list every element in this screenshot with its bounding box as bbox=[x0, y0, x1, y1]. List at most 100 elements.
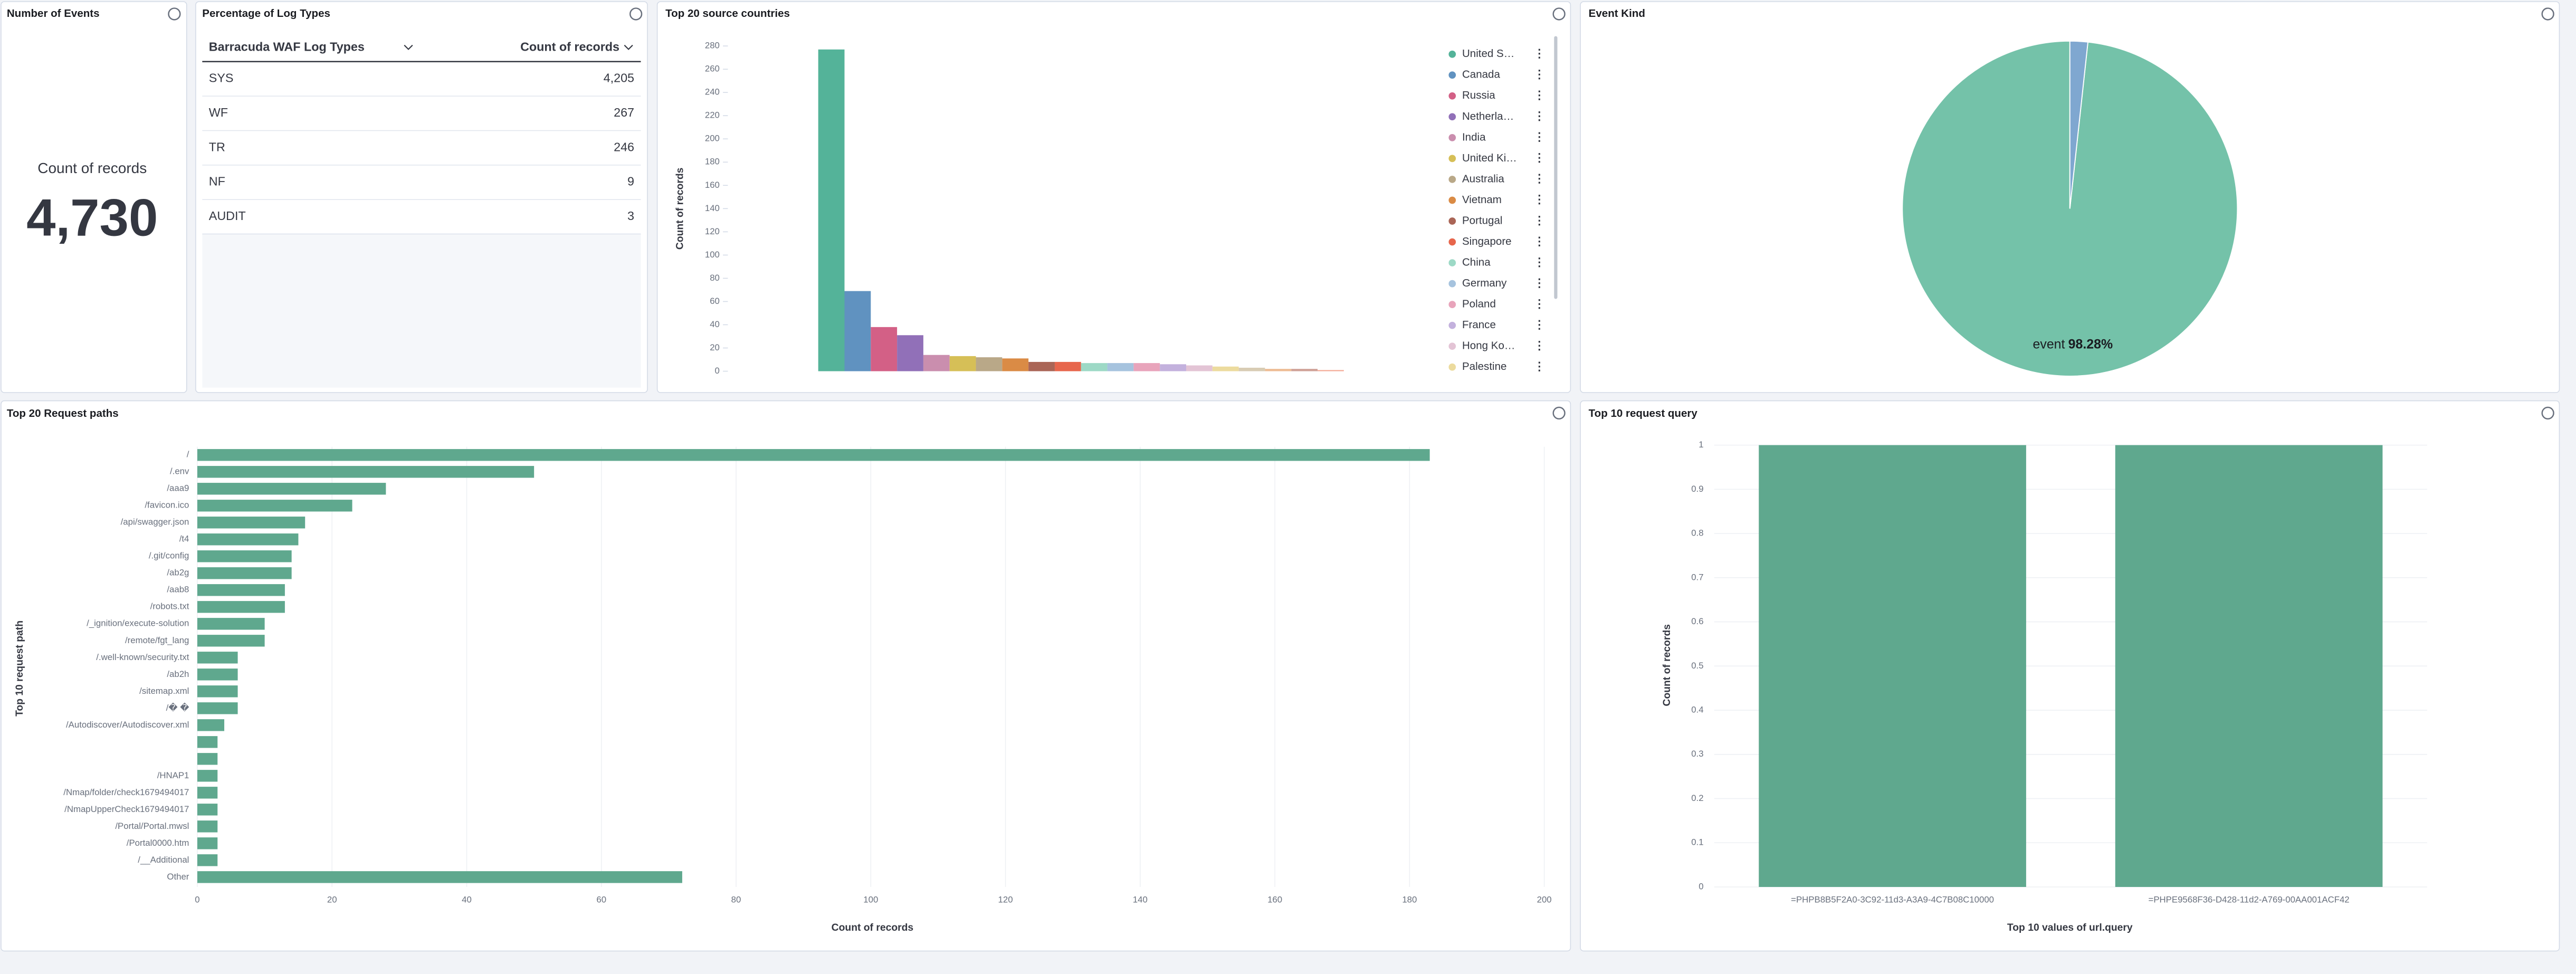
y-tick-label: / bbox=[187, 450, 189, 460]
panel-title: Number of Events bbox=[7, 7, 100, 20]
legend-menu[interactable]: ⋮ bbox=[1533, 255, 1545, 269]
y-tick-label: /__Additional bbox=[138, 855, 189, 865]
bar bbox=[197, 466, 535, 478]
bar bbox=[1212, 366, 1239, 371]
bar bbox=[1318, 370, 1344, 371]
y-axis-title: Count of records bbox=[674, 168, 685, 250]
sort-icons[interactable] bbox=[404, 44, 633, 50]
y-tick-label: /robots.txt bbox=[150, 601, 189, 612]
table-cell: SYS bbox=[209, 71, 234, 85]
legend-menu[interactable]: ⋮ bbox=[1533, 151, 1545, 164]
table-header: Count of records bbox=[520, 40, 619, 53]
legend-swatch bbox=[1448, 280, 1456, 288]
x-tick-label: 60 bbox=[596, 894, 606, 904]
pie-slice bbox=[2069, 40, 2089, 209]
legend-swatch bbox=[1448, 342, 1456, 350]
legend-menu[interactable]: ⋮ bbox=[1533, 193, 1545, 206]
y-tick-label: /.env bbox=[170, 466, 189, 476]
legend-label: India bbox=[1462, 131, 1486, 143]
y-tick-label: 180 bbox=[705, 157, 720, 167]
y-tick-label: /api/swagger.json bbox=[121, 517, 189, 527]
y-tick-label: 0.7 bbox=[1691, 572, 1703, 582]
y-tick-label: 0 bbox=[715, 366, 720, 376]
bar bbox=[197, 787, 218, 799]
y-tick-label: 0.6 bbox=[1691, 616, 1703, 626]
y-tick-label: /t4 bbox=[179, 534, 189, 544]
legend-menu[interactable]: ⋮ bbox=[1533, 214, 1545, 227]
legend-label: Portugal bbox=[1462, 214, 1502, 226]
legend-swatch bbox=[1448, 196, 1456, 204]
legend-swatch bbox=[1448, 50, 1456, 58]
bar bbox=[197, 567, 292, 579]
y-axis-title: Top 10 request path bbox=[14, 620, 25, 717]
legend-menu[interactable]: ⋮ bbox=[1533, 234, 1545, 247]
table-cell: WF bbox=[209, 106, 228, 119]
bar bbox=[844, 291, 871, 371]
legend-label: Russia bbox=[1462, 89, 1495, 101]
bar bbox=[1028, 361, 1055, 371]
y-tick-label: 0.1 bbox=[1691, 837, 1703, 847]
legend-label: Hong Ko… bbox=[1462, 340, 1515, 352]
bar bbox=[197, 702, 238, 714]
y-tick-label: /HNAP1 bbox=[157, 770, 189, 780]
y-tick-label: /aab8 bbox=[167, 585, 189, 595]
bar bbox=[197, 719, 225, 731]
settings-icons[interactable] bbox=[168, 7, 2554, 420]
legend-label: Palestine bbox=[1462, 360, 1506, 373]
legend-swatch bbox=[1448, 176, 1456, 183]
y-tick-label: 140 bbox=[705, 203, 720, 213]
legend-menu[interactable]: ⋮ bbox=[1533, 46, 1545, 60]
table-cell: 4,205 bbox=[604, 71, 634, 85]
legend-menu[interactable]: ⋮ bbox=[1533, 339, 1545, 352]
legend-menu[interactable]: ⋮ bbox=[1533, 318, 1545, 331]
bar bbox=[1759, 445, 2026, 887]
y-tick-label: /� � bbox=[166, 702, 190, 713]
legend-swatch bbox=[1448, 155, 1456, 163]
y-tick-label: 280 bbox=[705, 41, 720, 51]
bar bbox=[197, 854, 218, 866]
legend-menu[interactable]: ⋮ bbox=[1533, 109, 1545, 122]
x-tick-label: 80 bbox=[731, 894, 741, 904]
metric-label: Count of records bbox=[37, 160, 147, 176]
bar bbox=[1002, 358, 1029, 371]
legend-label: Canada bbox=[1462, 69, 1501, 81]
legend-menu[interactable]: ⋮ bbox=[1533, 172, 1545, 185]
x-tick-label: =PHPE9568F36-D428-11d2-A769-00AA001ACF42 bbox=[2149, 894, 2350, 904]
y-tick-label: /remote/fgt_lang bbox=[125, 635, 189, 645]
bar bbox=[197, 517, 306, 529]
bar bbox=[897, 335, 923, 371]
y-tick-label: /Nmap/folder/check1679494017 bbox=[63, 787, 189, 797]
legend-menu[interactable]: ⋮ bbox=[1533, 276, 1545, 289]
bar bbox=[1133, 363, 1160, 371]
legend-menu[interactable]: ⋮ bbox=[1533, 89, 1545, 102]
bar bbox=[197, 837, 218, 849]
legend-menu[interactable]: ⋮ bbox=[1533, 297, 1545, 310]
legend-menu[interactable]: ⋮ bbox=[1533, 68, 1545, 81]
y-tick-label: /_ignition/execute-solution bbox=[87, 618, 189, 628]
legend-menu[interactable]: ⋮ bbox=[1533, 360, 1545, 373]
y-tick-label: 0.9 bbox=[1691, 484, 1703, 494]
bar bbox=[197, 820, 218, 833]
bar bbox=[2115, 445, 2383, 887]
x-tick-label: 40 bbox=[462, 894, 472, 904]
bar bbox=[197, 871, 682, 883]
table-empty bbox=[202, 233, 641, 388]
y-tick-label: /.well-known/security.txt bbox=[96, 652, 189, 662]
x-tick-label: 200 bbox=[1537, 894, 1552, 904]
legend-swatch bbox=[1448, 259, 1456, 266]
x-tick-label: 160 bbox=[1267, 894, 1282, 904]
bar bbox=[197, 584, 285, 596]
y-tick-label: Other bbox=[167, 872, 189, 882]
legend-menu[interactable]: ⋮ bbox=[1533, 130, 1545, 144]
y-tick-label: 120 bbox=[705, 226, 720, 236]
legend-label: Australia bbox=[1462, 173, 1504, 185]
legend-swatch bbox=[1448, 134, 1456, 141]
panel bbox=[1, 1, 187, 393]
x-tick-label: 100 bbox=[863, 894, 878, 904]
legend-label: Vietnam bbox=[1462, 194, 1502, 206]
legend-swatch bbox=[1448, 113, 1456, 121]
bar bbox=[923, 355, 950, 371]
bar bbox=[197, 736, 218, 748]
bar bbox=[949, 356, 976, 371]
panel bbox=[1580, 400, 2560, 952]
